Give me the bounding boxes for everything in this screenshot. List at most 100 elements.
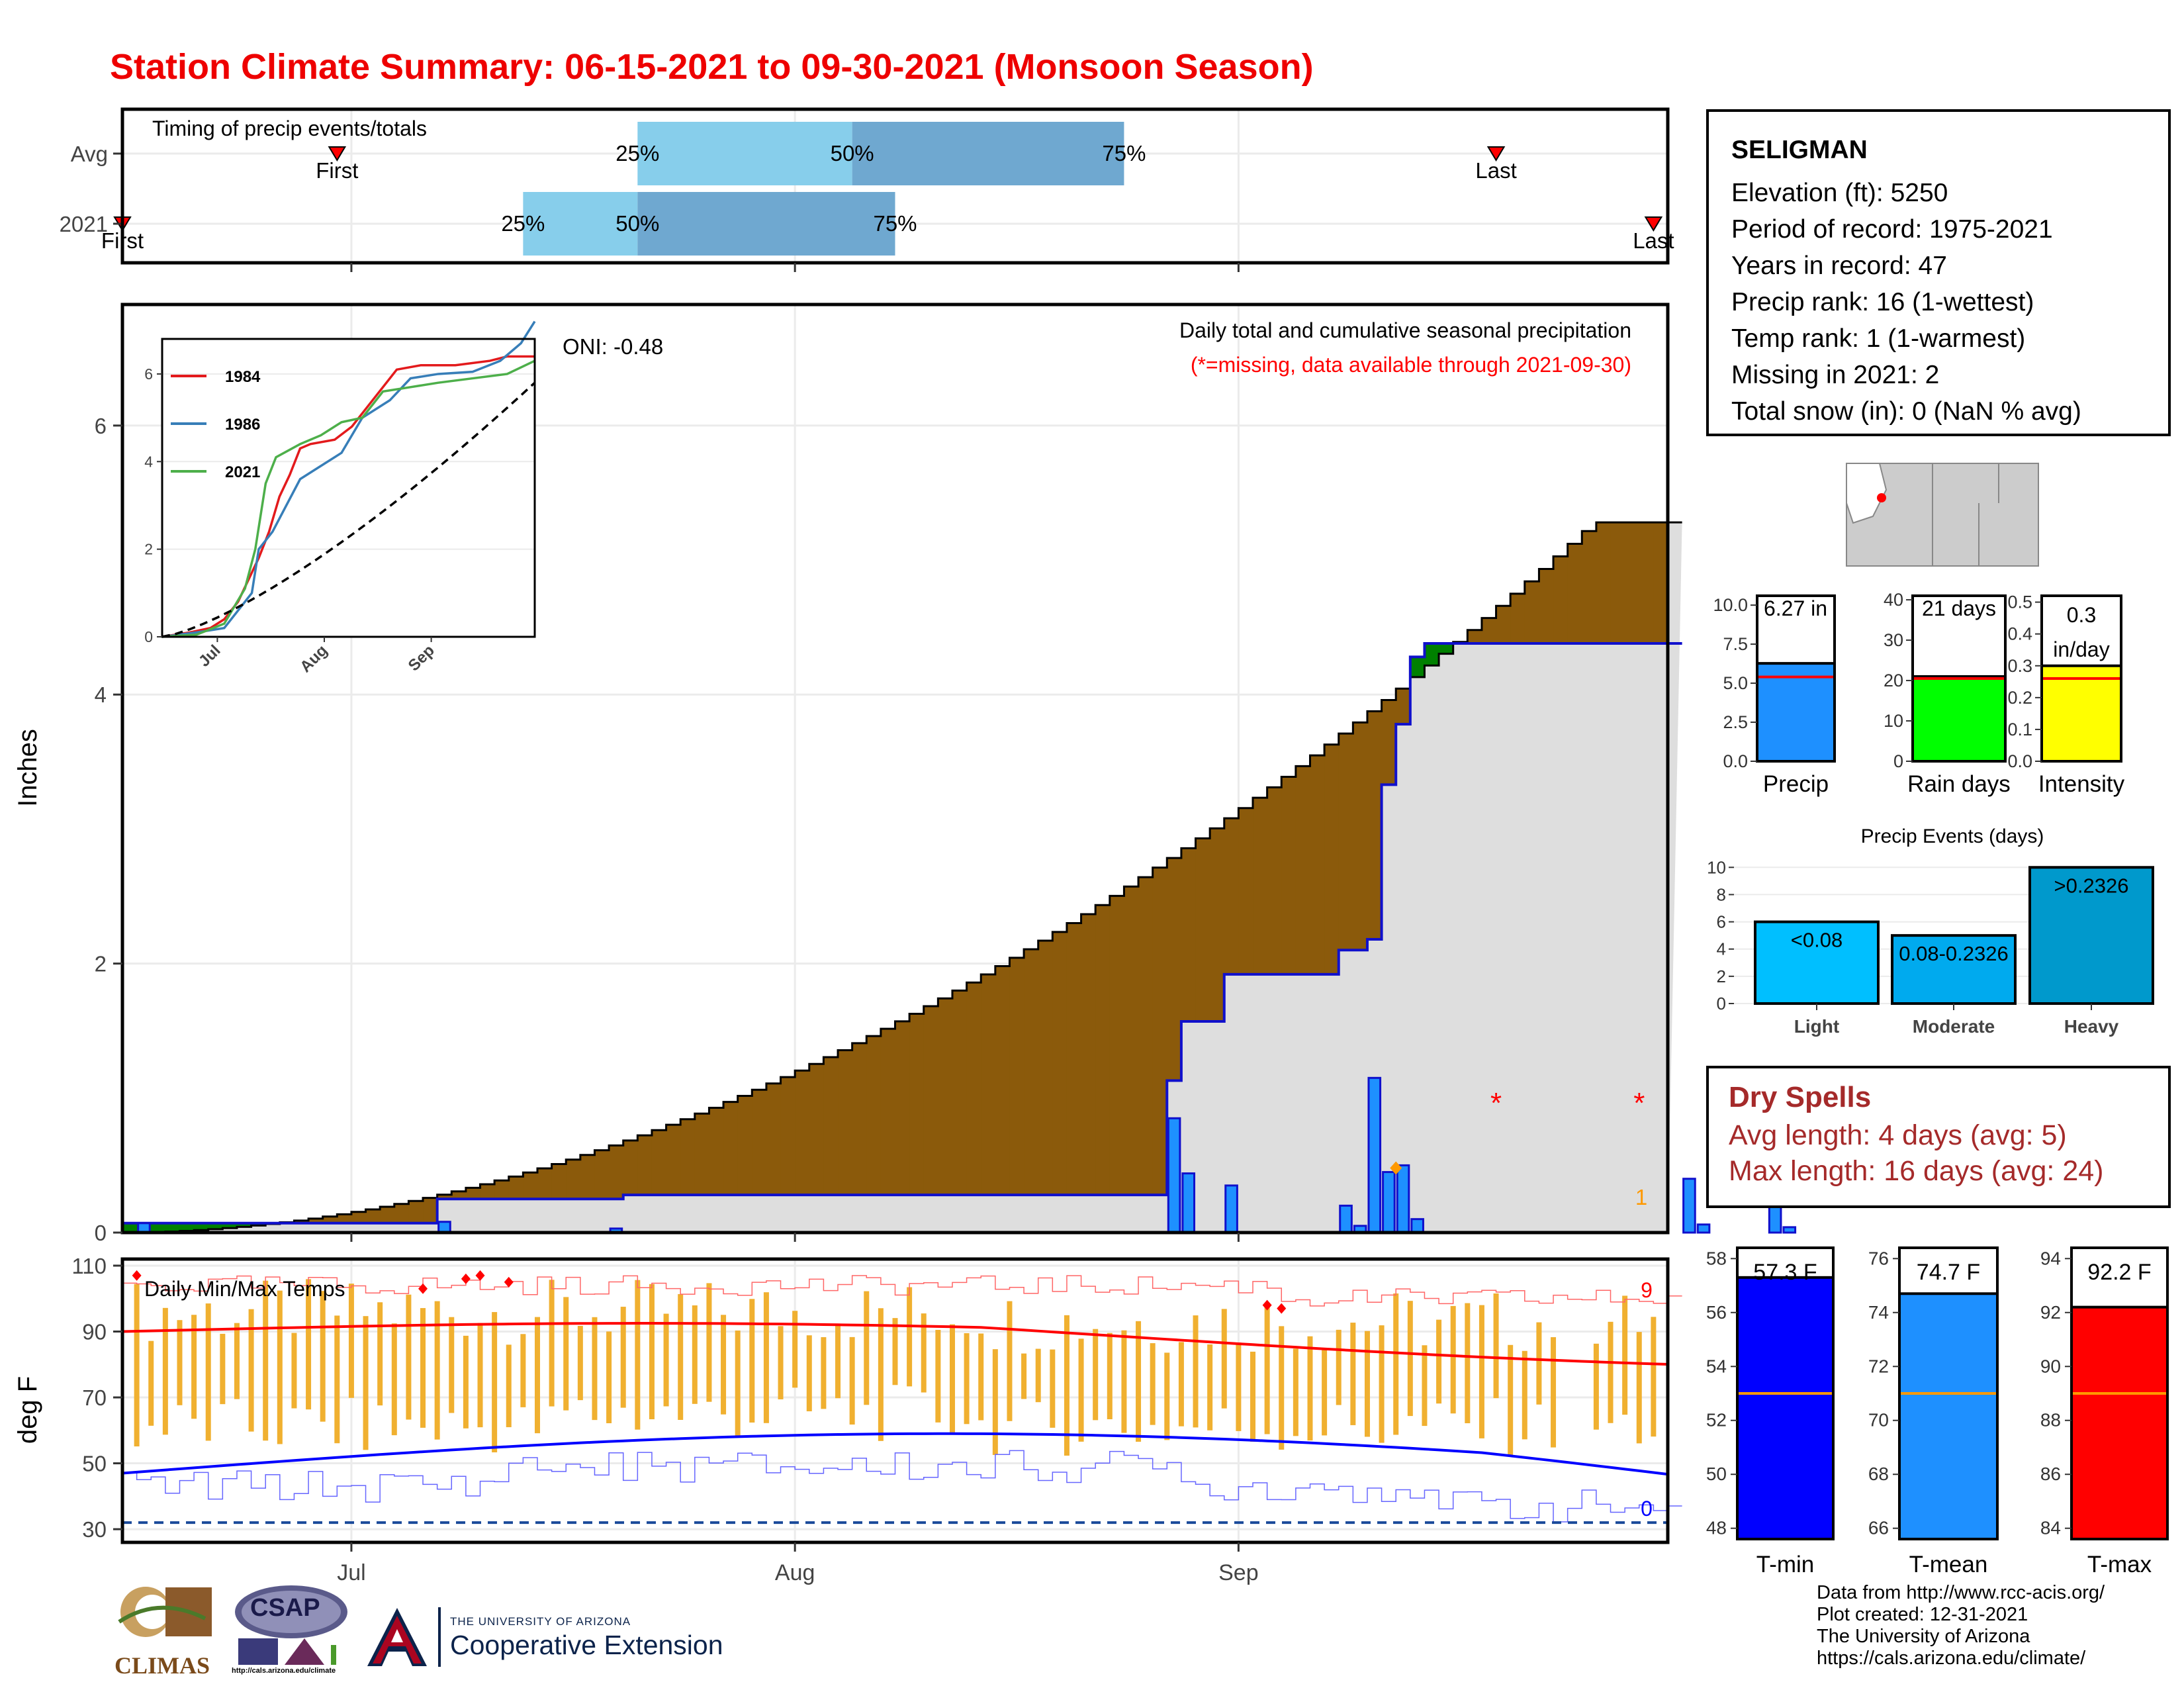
below-average-fill — [1095, 905, 1111, 1196]
csap-logo: CSAP http://cals.arizona.edu/climate — [232, 1582, 351, 1681]
climas-emblem-icon — [118, 1587, 212, 1637]
daily-temp-bar — [220, 1333, 226, 1405]
daily-temp-bar — [1007, 1301, 1013, 1421]
below-average-fill — [1396, 688, 1411, 724]
event-category-label: Heavy — [2064, 1016, 2119, 1037]
mini-category-label: Rain days — [1907, 771, 2011, 797]
temp-x-tick-label: Sep — [1218, 1560, 1259, 1585]
below-average-fill — [1310, 755, 1325, 974]
daily-temp-bar — [406, 1294, 412, 1420]
daily-temp-bar — [463, 1335, 469, 1429]
daily-temp-bar — [821, 1337, 827, 1409]
below-average-fill — [880, 1029, 895, 1196]
below-average-fill — [1553, 556, 1569, 644]
station-info-panel: SELIGMAN Elevation (ft): 5250 Period of … — [1706, 109, 2171, 436]
timing-row-label: Avg — [71, 142, 108, 166]
average-cumulative-area — [122, 522, 1682, 1233]
temp-y-tick-label: 110 — [71, 1254, 107, 1278]
daily-temp-bar — [162, 1307, 168, 1435]
record-low-line — [122, 1450, 1682, 1523]
daily-precip-bar — [1339, 1204, 1353, 1234]
below-average-fill — [709, 1107, 724, 1196]
below-average-fill — [1253, 798, 1268, 974]
below-average-fill — [1195, 838, 1210, 1021]
precip-annotation-title: Daily total and cumulative seasonal prec… — [1179, 318, 1631, 342]
arizona-a-icon — [367, 1608, 427, 1666]
below-average-fill — [551, 1164, 567, 1199]
daily-temp-bar — [449, 1317, 455, 1413]
above-average-fill — [1410, 657, 1425, 677]
below-average-fill — [637, 1135, 653, 1196]
inset-series-2021 — [161, 359, 535, 638]
timing-q50-q75-bar — [852, 122, 1124, 185]
timing-q50-q75-bar — [637, 192, 895, 256]
precip-y-axis-label: Inches — [13, 729, 42, 807]
tbar-panel-frame — [1898, 1246, 1999, 1540]
below-average-fill — [380, 1206, 395, 1223]
daily-precip-bar — [1367, 1076, 1382, 1234]
tbar-y-tick-label: 88 — [2040, 1410, 2061, 1430]
daily-temp-bar — [721, 1315, 727, 1415]
daily-temp-bar — [1651, 1317, 1657, 1437]
station-temp-rank: Temp rank: 1 (1-warmest) — [1731, 324, 2026, 353]
daily-temp-bar — [835, 1325, 841, 1399]
daily-temp-bar — [649, 1284, 655, 1420]
daily-temp-bar — [806, 1335, 812, 1412]
daily-temp-bar — [864, 1291, 870, 1405]
mini-y-tick-label: 0.0 — [2007, 751, 2032, 771]
mini-y-tick-label: 0.4 — [2007, 624, 2032, 644]
daily-temp-bar — [778, 1326, 784, 1399]
events-y-tick-label: 8 — [1717, 884, 1726, 904]
tbar-y-tick-label: 74 — [1868, 1302, 1889, 1323]
below-average-fill — [365, 1209, 381, 1223]
event-bar — [1891, 934, 2017, 1005]
mini-y-tick-label: 7.5 — [1723, 634, 1748, 654]
below-average-fill — [995, 966, 1010, 1196]
tbar-panel-frame — [2070, 1246, 2169, 1540]
daily-temp-bar — [234, 1323, 240, 1399]
station-period: Period of record: 1975-2021 — [1731, 215, 2053, 244]
below-average-fill — [809, 1064, 824, 1196]
inset-y-tick-label: 6 — [144, 365, 153, 383]
below-average-fill — [408, 1201, 424, 1223]
inset-y-tick-label: 2 — [144, 541, 153, 558]
average-max-line — [122, 1322, 1668, 1366]
station-elevation: Elevation (ft): 5250 — [1731, 179, 1948, 207]
station-missing: Missing in 2021: 2 — [1731, 361, 1940, 389]
below-average-fill — [1281, 776, 1297, 974]
daily-temp-bar — [492, 1312, 498, 1453]
tbar-y-tick-label: 84 — [2040, 1518, 2061, 1538]
inset-legend-label: 1984 — [225, 368, 261, 386]
daily-temp-bar — [1178, 1342, 1184, 1427]
ua-small-label: THE UNIVERSITY OF ARIZONA — [450, 1615, 631, 1628]
tbar-y-tick-label: 56 — [1706, 1302, 1727, 1323]
tbar-category-label: T-min — [1756, 1552, 1815, 1577]
above-average-fill — [122, 1223, 138, 1233]
footer-line: Data from http://www.rcc-acis.org/ — [1817, 1582, 2105, 1603]
below-average-fill — [1596, 522, 1612, 644]
below-average-fill — [1367, 711, 1383, 940]
below-average-fill — [1381, 700, 1396, 785]
daily-temp-bar — [534, 1317, 540, 1434]
daily-temp-bar — [949, 1324, 955, 1432]
daily-temp-bar — [1021, 1353, 1027, 1399]
below-average-fill — [694, 1113, 709, 1196]
below-average-fill — [1481, 618, 1497, 644]
above-average-fill — [1439, 643, 1454, 654]
daily-temp-bar — [277, 1290, 283, 1444]
below-average-fill — [537, 1168, 553, 1199]
below-average-fill — [838, 1050, 853, 1196]
below-average-fill — [508, 1176, 523, 1199]
station-location-marker — [1877, 493, 1886, 502]
dry-spells-panel: Dry Spells Avg length: 4 days (avg: 5) M… — [1706, 1066, 2171, 1208]
daily-precip-bar — [1696, 1223, 1711, 1234]
events-y-tick-label: 6 — [1717, 912, 1726, 932]
tbar-y-tick-label: 86 — [2040, 1464, 2061, 1484]
daily-temp-bar — [921, 1313, 927, 1393]
timing-q75-label: 75% — [873, 211, 917, 236]
mini-y-tick-label: 30 — [1884, 630, 1903, 650]
mini-y-tick-label: 5.0 — [1723, 673, 1748, 693]
above-average-fill — [151, 1223, 166, 1233]
last-event-marker — [1644, 216, 1663, 232]
daily-temp-bar — [1379, 1325, 1385, 1443]
